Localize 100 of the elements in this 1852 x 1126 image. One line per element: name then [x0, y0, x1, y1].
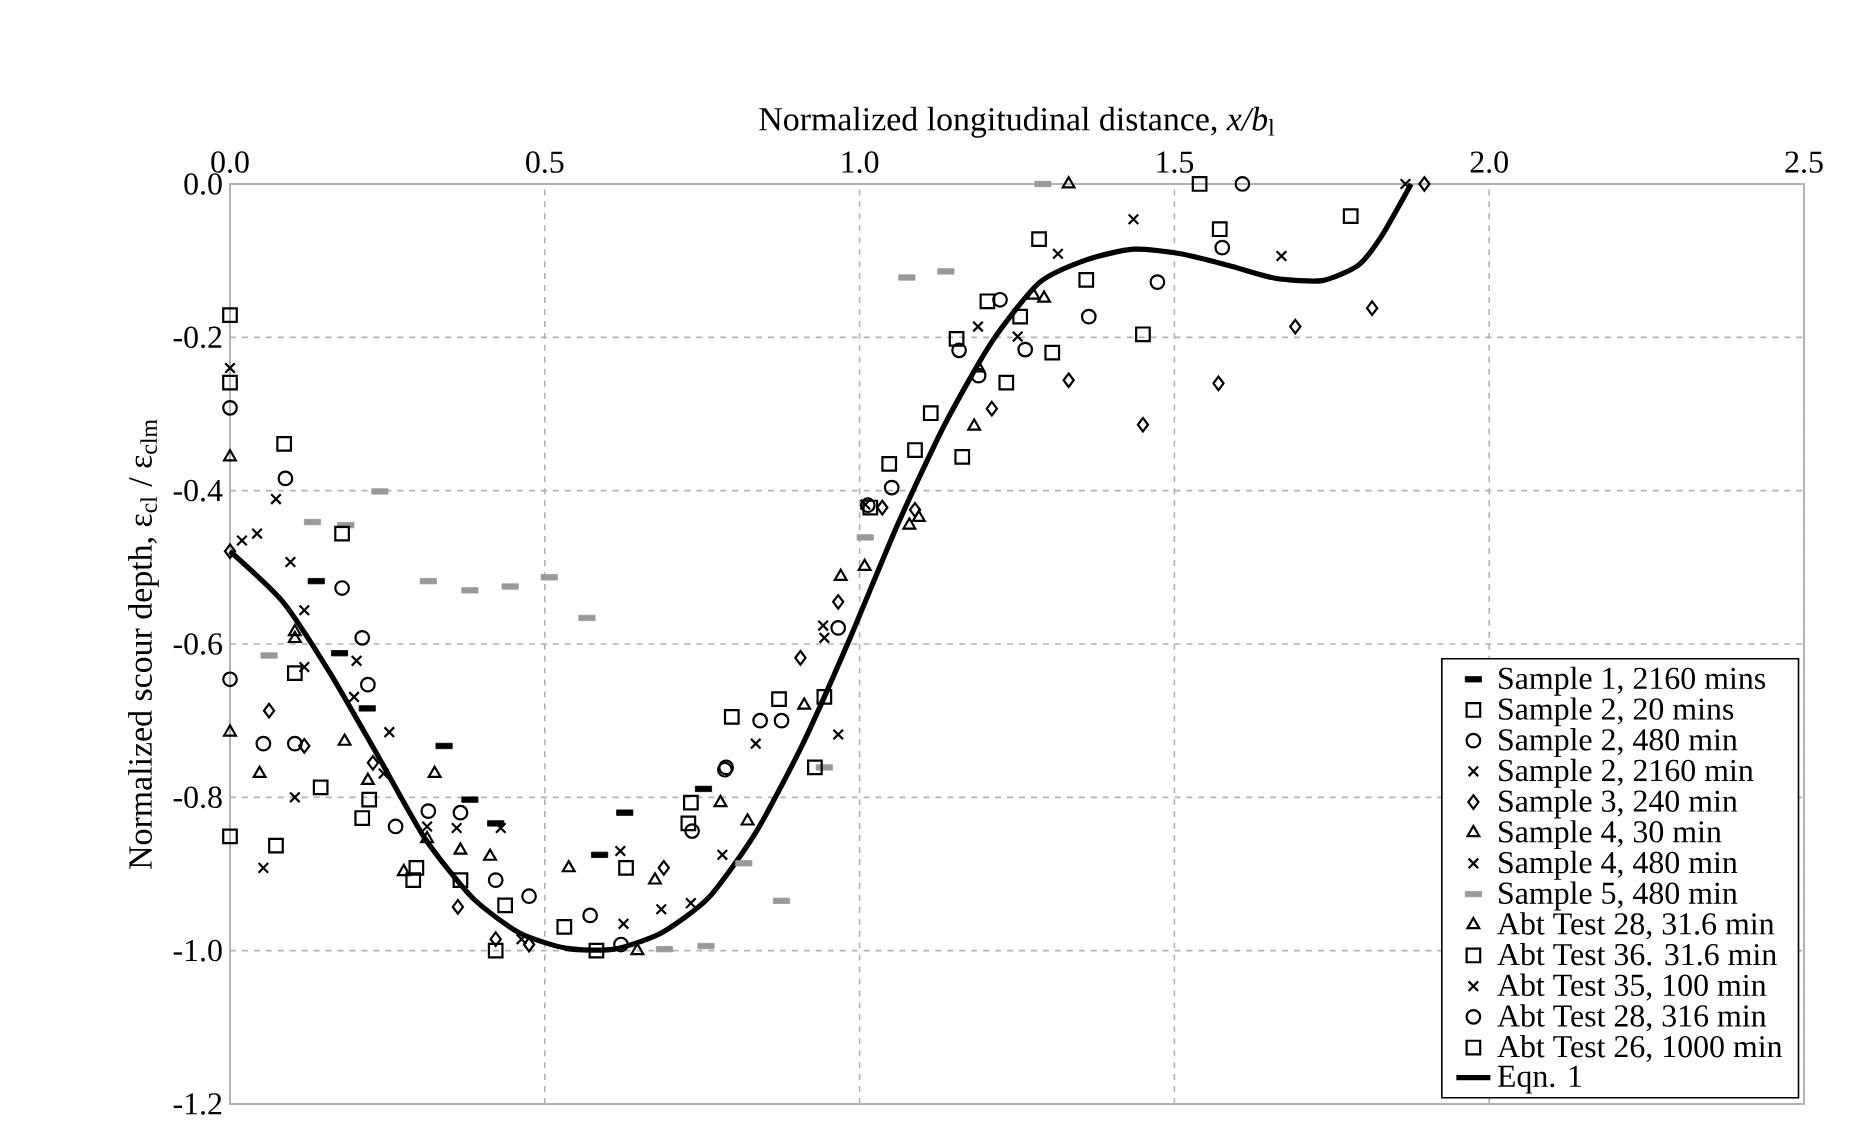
point — [683, 794, 699, 811]
point — [1289, 318, 1302, 335]
point — [830, 620, 847, 636]
point — [268, 837, 284, 854]
point — [1031, 231, 1047, 248]
point — [1011, 330, 1024, 343]
point — [1062, 372, 1075, 389]
y-tick-label: -1.2 — [173, 1093, 222, 1115]
point — [1044, 344, 1061, 361]
point — [630, 942, 645, 956]
point — [948, 330, 965, 347]
legend-label: Sample 2, 2160 min — [1499, 758, 1754, 788]
point — [951, 342, 967, 359]
point — [262, 702, 276, 719]
point — [972, 320, 984, 333]
point — [613, 936, 629, 953]
point — [489, 931, 502, 948]
point — [807, 759, 823, 776]
point — [1234, 176, 1251, 192]
point — [396, 863, 411, 877]
x-tick-label: 0.5 — [526, 151, 564, 173]
point — [487, 872, 504, 889]
point — [270, 493, 282, 505]
point — [907, 442, 923, 458]
point — [452, 804, 469, 821]
point — [451, 899, 465, 915]
point — [716, 848, 729, 861]
point — [222, 671, 238, 688]
legend-label: Sample 3, 240 min — [1499, 789, 1738, 819]
y-tick-label: 0.0 — [184, 173, 222, 195]
point — [954, 449, 971, 465]
point — [276, 436, 293, 452]
point — [255, 735, 272, 752]
point — [1080, 308, 1097, 325]
legend-label: Abt Test 35, 100 min — [1497, 973, 1767, 1001]
legend-label: Eqn. 1 — [1497, 1065, 1581, 1094]
point — [427, 765, 442, 779]
legend-label: Sample 1, 2160 mins — [1499, 666, 1766, 696]
point — [366, 754, 380, 771]
point — [223, 449, 237, 462]
x-tick-label: 1.5 — [1157, 151, 1194, 173]
point — [1017, 341, 1034, 358]
point — [684, 823, 701, 839]
legend-label: Sample 2, 20 mins — [1499, 697, 1734, 727]
point — [684, 897, 697, 910]
point — [383, 726, 396, 739]
point — [833, 568, 848, 582]
point — [1342, 208, 1359, 225]
point — [298, 661, 311, 673]
point — [354, 629, 371, 646]
point — [1212, 375, 1225, 392]
y-tick-label: -0.4 — [173, 479, 223, 502]
point — [287, 630, 302, 644]
point — [992, 291, 1008, 308]
point — [286, 665, 303, 682]
point — [740, 813, 755, 826]
point — [979, 293, 996, 310]
point — [360, 676, 376, 693]
point — [408, 859, 425, 876]
point — [582, 907, 599, 924]
x-tick-label: 0.0 — [211, 151, 249, 173]
y-tick-label: -0.2 — [173, 326, 222, 349]
point — [1012, 308, 1029, 325]
point — [334, 525, 350, 542]
point — [680, 815, 697, 832]
point — [288, 791, 301, 804]
point — [1026, 287, 1041, 300]
point — [224, 362, 236, 374]
point — [1211, 221, 1228, 238]
y-tick-label: -0.8 — [173, 786, 222, 809]
point — [881, 455, 898, 472]
point — [1149, 274, 1166, 290]
point — [222, 399, 238, 416]
point — [277, 470, 294, 487]
point — [749, 737, 762, 750]
point — [859, 498, 872, 511]
legend-label: Sample 5, 480 min — [1499, 881, 1738, 911]
point — [350, 654, 363, 667]
point — [348, 691, 360, 703]
point — [287, 623, 302, 637]
point — [236, 534, 248, 547]
point — [387, 818, 404, 835]
point — [967, 418, 982, 431]
y-tick-label: -0.6 — [173, 633, 223, 655]
point — [773, 712, 790, 729]
point — [902, 517, 917, 530]
legend-label: Abt Test 28, 31.6 min — [1497, 912, 1775, 940]
point — [223, 543, 237, 560]
point — [405, 872, 422, 889]
point — [1127, 213, 1140, 226]
point — [617, 917, 630, 930]
point — [298, 604, 311, 617]
legend-label: Sample 4, 480 min — [1499, 850, 1738, 880]
point — [832, 728, 845, 741]
point — [420, 803, 437, 820]
point — [771, 691, 787, 708]
point — [483, 848, 497, 861]
y-axis-title: Normalized scour depth, ε$_{cl}$ / ε$_{clm}$ — [128, 419, 159, 869]
point — [561, 859, 576, 873]
point — [360, 772, 375, 785]
